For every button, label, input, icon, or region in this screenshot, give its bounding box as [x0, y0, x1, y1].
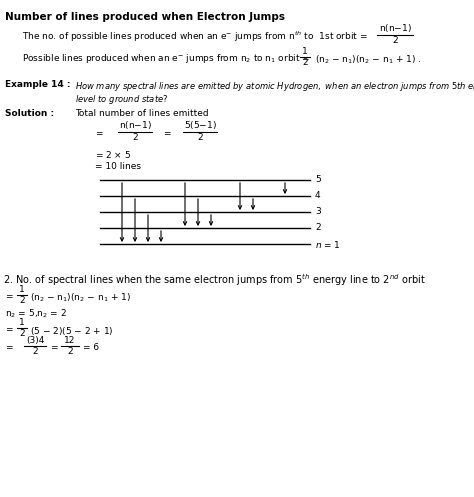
Text: =: =: [95, 129, 102, 138]
Text: (n$_2$ $-$ n$_1$)(n$_2$ $-$ n$_1$ + 1) .: (n$_2$ $-$ n$_1$)(n$_2$ $-$ n$_1$ + 1) .: [315, 54, 421, 67]
Text: =: =: [163, 129, 171, 138]
Text: Possible lines produced when an e$^{-}$ jumps from n$_2$ to n$_1$ orbit =: Possible lines produced when an e$^{-}$ …: [22, 52, 310, 65]
Text: =: =: [5, 343, 12, 352]
Text: (3)4: (3)4: [26, 336, 44, 345]
Text: n(n$-$1): n(n$-$1): [379, 22, 411, 34]
Text: 2. No. of spectral lines when the same electron jumps from 5$^{th}$ energy line : 2. No. of spectral lines when the same e…: [3, 272, 426, 288]
Text: 1: 1: [302, 47, 308, 56]
Text: = 6: = 6: [83, 343, 99, 352]
Text: 2: 2: [132, 133, 138, 142]
Text: $\it{How\ many\ spectral\ lines\ are\ emitted\ by\ atomic\ Hydrogen,\ when\ an\ : $\it{How\ many\ spectral\ lines\ are\ em…: [75, 80, 474, 93]
Text: =: =: [5, 325, 12, 334]
Text: 2: 2: [197, 133, 203, 142]
Text: n$_2$ = 5,n$_2$ = 2: n$_2$ = 5,n$_2$ = 2: [5, 308, 67, 321]
Text: =: =: [5, 292, 12, 301]
Text: Solution :: Solution :: [5, 109, 54, 118]
Text: 2: 2: [392, 36, 398, 45]
Text: Example 14 :: Example 14 :: [5, 80, 71, 89]
Text: 2: 2: [19, 296, 25, 305]
Text: Number of lines produced when Electron Jumps: Number of lines produced when Electron J…: [5, 12, 285, 22]
Text: 2: 2: [67, 347, 73, 356]
Text: 5: 5: [315, 175, 321, 184]
Text: Total number of lines emitted: Total number of lines emitted: [75, 109, 209, 118]
Text: 3: 3: [315, 208, 321, 217]
Text: 4: 4: [315, 191, 320, 200]
Text: 2: 2: [315, 224, 320, 233]
Text: 2: 2: [19, 329, 25, 338]
Text: 5(5$-$1): 5(5$-$1): [183, 119, 217, 131]
Text: (n$_2$ $-$ n$_1$)(n$_2$ $-$ n$_1$ + 1): (n$_2$ $-$ n$_1$)(n$_2$ $-$ n$_1$ + 1): [30, 292, 131, 305]
Text: The no. of possible lines produced when an e$^{-}$ jumps from n$^{th}$ to  1st o: The no. of possible lines produced when …: [22, 30, 368, 44]
Text: 1: 1: [19, 285, 25, 294]
Text: n(n$-$1): n(n$-$1): [118, 119, 152, 131]
Text: 12: 12: [64, 336, 76, 345]
Text: 2: 2: [302, 58, 308, 67]
Text: =: =: [50, 343, 57, 352]
Text: (5 $-$ 2)(5 $-$ 2 + 1): (5 $-$ 2)(5 $-$ 2 + 1): [30, 325, 114, 337]
Text: 1: 1: [19, 318, 25, 327]
Text: = 2 $\times$ 5: = 2 $\times$ 5: [95, 149, 131, 160]
Text: = 10 lines: = 10 lines: [95, 162, 141, 171]
Text: 2: 2: [32, 347, 38, 356]
Text: $\it{level\ to\ ground\ state?}$: $\it{level\ to\ ground\ state?}$: [75, 93, 168, 106]
Text: $n$ = 1: $n$ = 1: [315, 239, 341, 249]
